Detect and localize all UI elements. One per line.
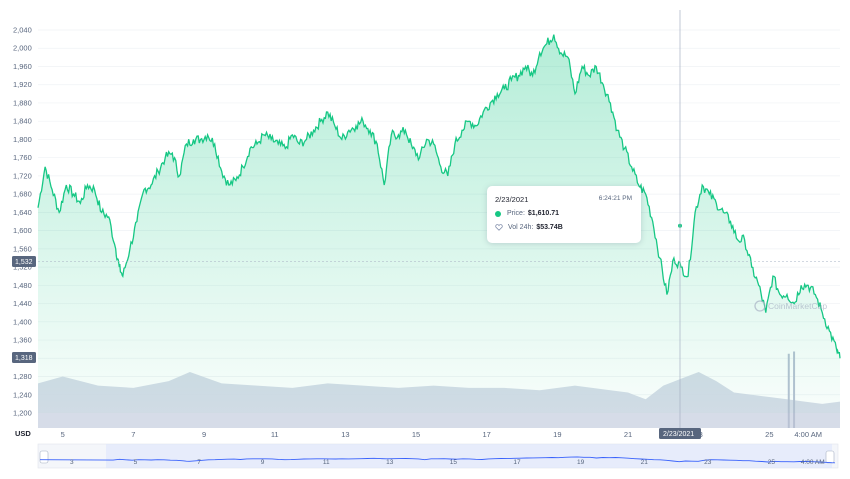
price-line [37,34,841,359]
current-price-badge: 1,532 [12,256,36,267]
y-tick-label: 1,520 [13,263,32,272]
navigator-tick-label: 5 [134,459,138,466]
navigator-tick-label: 17 [513,459,521,466]
y-tick-label: 1,560 [13,244,32,253]
navigator-right-handle[interactable] [825,450,835,464]
tooltip-price-label: Price: [507,210,525,217]
navigator-selection[interactable] [106,444,832,468]
x-tick-label: 17 [483,430,491,439]
navigator-tick-label: 11 [323,459,330,466]
navigator-tick-label: 7 [197,459,201,466]
chart-tooltip: 2/23/2021 6:24:21 PM Price: $1,610.71 Vo… [487,186,641,243]
cmc-logo-icon [754,300,766,312]
y-tick-label: 1,680 [13,190,32,199]
navigator-tick-label: 15 [450,459,458,466]
y-tick-label: 2,040 [13,26,32,35]
navigator-tick-label: 21 [641,459,649,466]
y-tick-label: 1,400 [13,317,32,326]
y-tick-label: 1,800 [13,135,32,144]
y-tick-label: 1,640 [13,208,32,217]
y-tick-label: 1,200 [13,409,32,418]
tooltip-price-value: $1,610.71 [527,210,560,217]
y-tick-label: 1,880 [13,98,32,107]
coinmarketcap-watermark: CoinMarketCap [754,300,827,312]
navigator-tick-label: 23 [704,459,712,466]
navigator-tick-label: 19 [577,459,585,466]
y-tick-label: 1,480 [13,281,32,290]
x-tick-label: 7 [131,430,135,439]
price-series [37,34,841,413]
y-tick-label: 1,240 [13,390,32,399]
x-tick-label: 19 [553,430,561,439]
x-tick-label: 5 [61,430,65,439]
range-navigator[interactable]: 3 5 7 9 11 13 15 17 19 21 23 25 4:00 AM [37,443,839,469]
svg-text:1,532: 1,532 [15,259,33,266]
y-tick-label: 1,760 [13,153,32,162]
tooltip-price-row: Price: $1,610.71 [495,210,559,217]
y-tick-label: 1,960 [13,62,32,71]
navigator-left-handle[interactable] [39,450,49,464]
y-tick-label: 1,280 [13,372,32,381]
crosshair-date-badge: 2/23/2021 [659,428,701,439]
heart-outline-icon [495,224,503,231]
tooltip-date: 2/23/2021 [495,195,529,204]
y-tick-label: 1,440 [13,299,32,308]
navigator-tick-label: 25 [768,459,776,466]
navigator-tick-label: 4:00 AM [801,459,825,466]
navigator-ticks: 3 5 7 9 11 13 15 17 19 21 23 25 4:00 AM [70,459,825,466]
x-tick-label: 4:00 AM [794,430,822,439]
price-area [38,34,840,413]
y-tick-label: 1,720 [13,171,32,180]
y-tick-label: 1,600 [13,226,32,235]
y-tick-label: 1,920 [13,80,32,89]
y-tick-label: 1,360 [13,336,32,345]
x-tick-label: 15 [412,430,420,439]
x-tick-label: 11 [271,430,279,439]
svg-text:2/23/2021: 2/23/2021 [663,431,694,438]
tooltip-volume-label: Vol 24h: [508,224,534,231]
svg-text:CoinMarketCap: CoinMarketCap [768,301,827,311]
svg-text:1,318: 1,318 [15,355,33,362]
navigator-tick-label: 13 [386,459,394,466]
x-tick-label: 25 [765,430,773,439]
navigator-tick-label: 3 [70,459,74,466]
tooltip-volume-row: Vol 24h: $53.74B [495,224,563,231]
y-unit-label: USD [15,429,31,438]
x-tick-label: 13 [341,430,349,439]
y-tick-label: 2,000 [13,44,32,53]
green-dot-icon [495,210,501,217]
low-price-badge: 1,318 [12,352,36,363]
navigator-line [39,456,836,464]
tooltip-time: 6:24:21 PM [598,195,632,202]
y-tick-label: 1,840 [13,117,32,126]
tooltip-volume-value: $53.74B [536,224,563,231]
x-tick-label: 9 [202,430,206,439]
navigator-tick-label: 9 [261,459,265,466]
x-tick-label: 21 [624,430,632,439]
